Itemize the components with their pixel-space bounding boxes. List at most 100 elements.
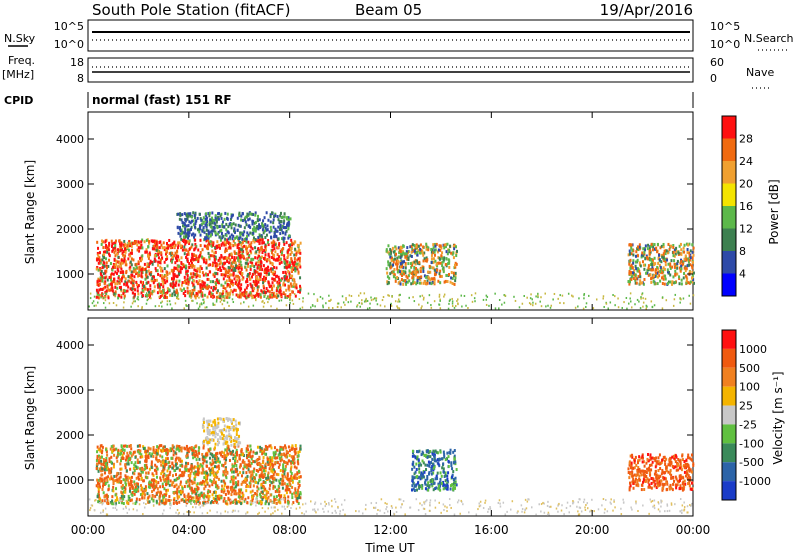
power-cell [108,252,111,256]
power-cell [234,263,237,267]
power-cell [630,272,633,276]
power-cell [105,289,108,293]
power-cell [153,259,156,263]
velocity-cell [133,480,136,484]
power-cell [201,248,204,252]
power-cell [120,289,123,293]
power-cell [388,276,391,280]
velocity-cell [153,478,156,482]
power-cell [299,286,302,290]
power-cell [234,251,237,255]
velocity-cell [188,484,191,488]
power-cell [186,277,189,281]
power-cell [244,295,247,299]
power-cell [639,281,642,285]
power-cell [202,228,205,232]
power-colorbar-segment [722,138,736,161]
power-cell [230,222,233,226]
power-ground-cell [123,297,126,300]
power-cell [183,248,186,252]
velocity-cell [152,455,155,459]
power-cell [264,278,267,282]
power-cell [172,277,175,281]
velocity-cell [113,453,116,457]
power-cell [238,257,241,261]
power-cell [187,234,190,238]
velocity-cell [204,501,207,505]
power-cell [430,261,433,265]
power-cell [209,240,212,244]
power-cell [179,226,182,230]
velocity-cell [145,459,148,463]
velocity-cell [140,453,143,457]
power-cell [183,212,186,216]
power-ground-cell [614,304,616,307]
power-cell [230,282,233,286]
power-cell [420,281,423,285]
power-cell [397,255,400,259]
power-cell [188,278,191,282]
velocity-cell [98,482,101,486]
power-cell [114,270,117,274]
power-cell [176,226,179,230]
velocity-cell [264,452,267,456]
power-cell [401,273,404,277]
power-cell [218,225,221,229]
power-cell [690,264,693,268]
velocity-cell [293,491,296,495]
power-cell [691,250,694,254]
velocity-cell [240,488,243,492]
power-cell [146,281,149,285]
power-cell [674,281,677,285]
power-cell [207,263,210,267]
velocity-cell [251,454,254,458]
power-cell [691,256,694,260]
velocity-cell [170,456,173,460]
power-cell [257,214,260,218]
power-ground-cell [461,305,463,308]
power-cell [680,264,683,268]
velocity-cell [286,472,289,476]
power-cell [689,256,692,260]
power-cell [420,275,423,279]
power-ground-cell [453,306,456,309]
power-cell [455,254,458,258]
velocity-cell [249,464,252,468]
power-cell [177,231,180,235]
velocity-cell [124,466,127,470]
power-ground-cell [276,307,278,310]
power-ground-cell [130,305,132,308]
power-cell [267,281,270,285]
power-cell [403,252,406,256]
power-cell [264,229,267,233]
velocity-cell [255,468,258,472]
velocity-cell [279,477,282,481]
velocity-cell [220,479,223,483]
velocity-cell [194,449,197,453]
power-cell [272,225,275,229]
velocity-cell [213,490,216,494]
power-cell [656,282,659,286]
velocity-cell [128,444,131,448]
velocity-cell [116,459,119,463]
power-cell [171,285,174,289]
power-cell [223,261,226,265]
power-cell [434,259,437,263]
power-cell [277,237,280,241]
power-ground-cell [198,305,201,308]
power-ground-cell [239,292,241,295]
power-cell [396,261,399,265]
power-cell [150,270,153,274]
velocity-cell [189,495,192,499]
velocity-cell [155,472,158,476]
power-ground-cell [561,294,564,297]
power-cell [228,275,231,279]
power-ground-cell [682,297,685,300]
power-cell [214,257,217,261]
power-cell [446,280,449,284]
power-cell [206,243,209,247]
power-cell [272,284,275,288]
velocity-cell [141,493,144,497]
power-cell [103,256,106,260]
power-cell [236,256,239,260]
